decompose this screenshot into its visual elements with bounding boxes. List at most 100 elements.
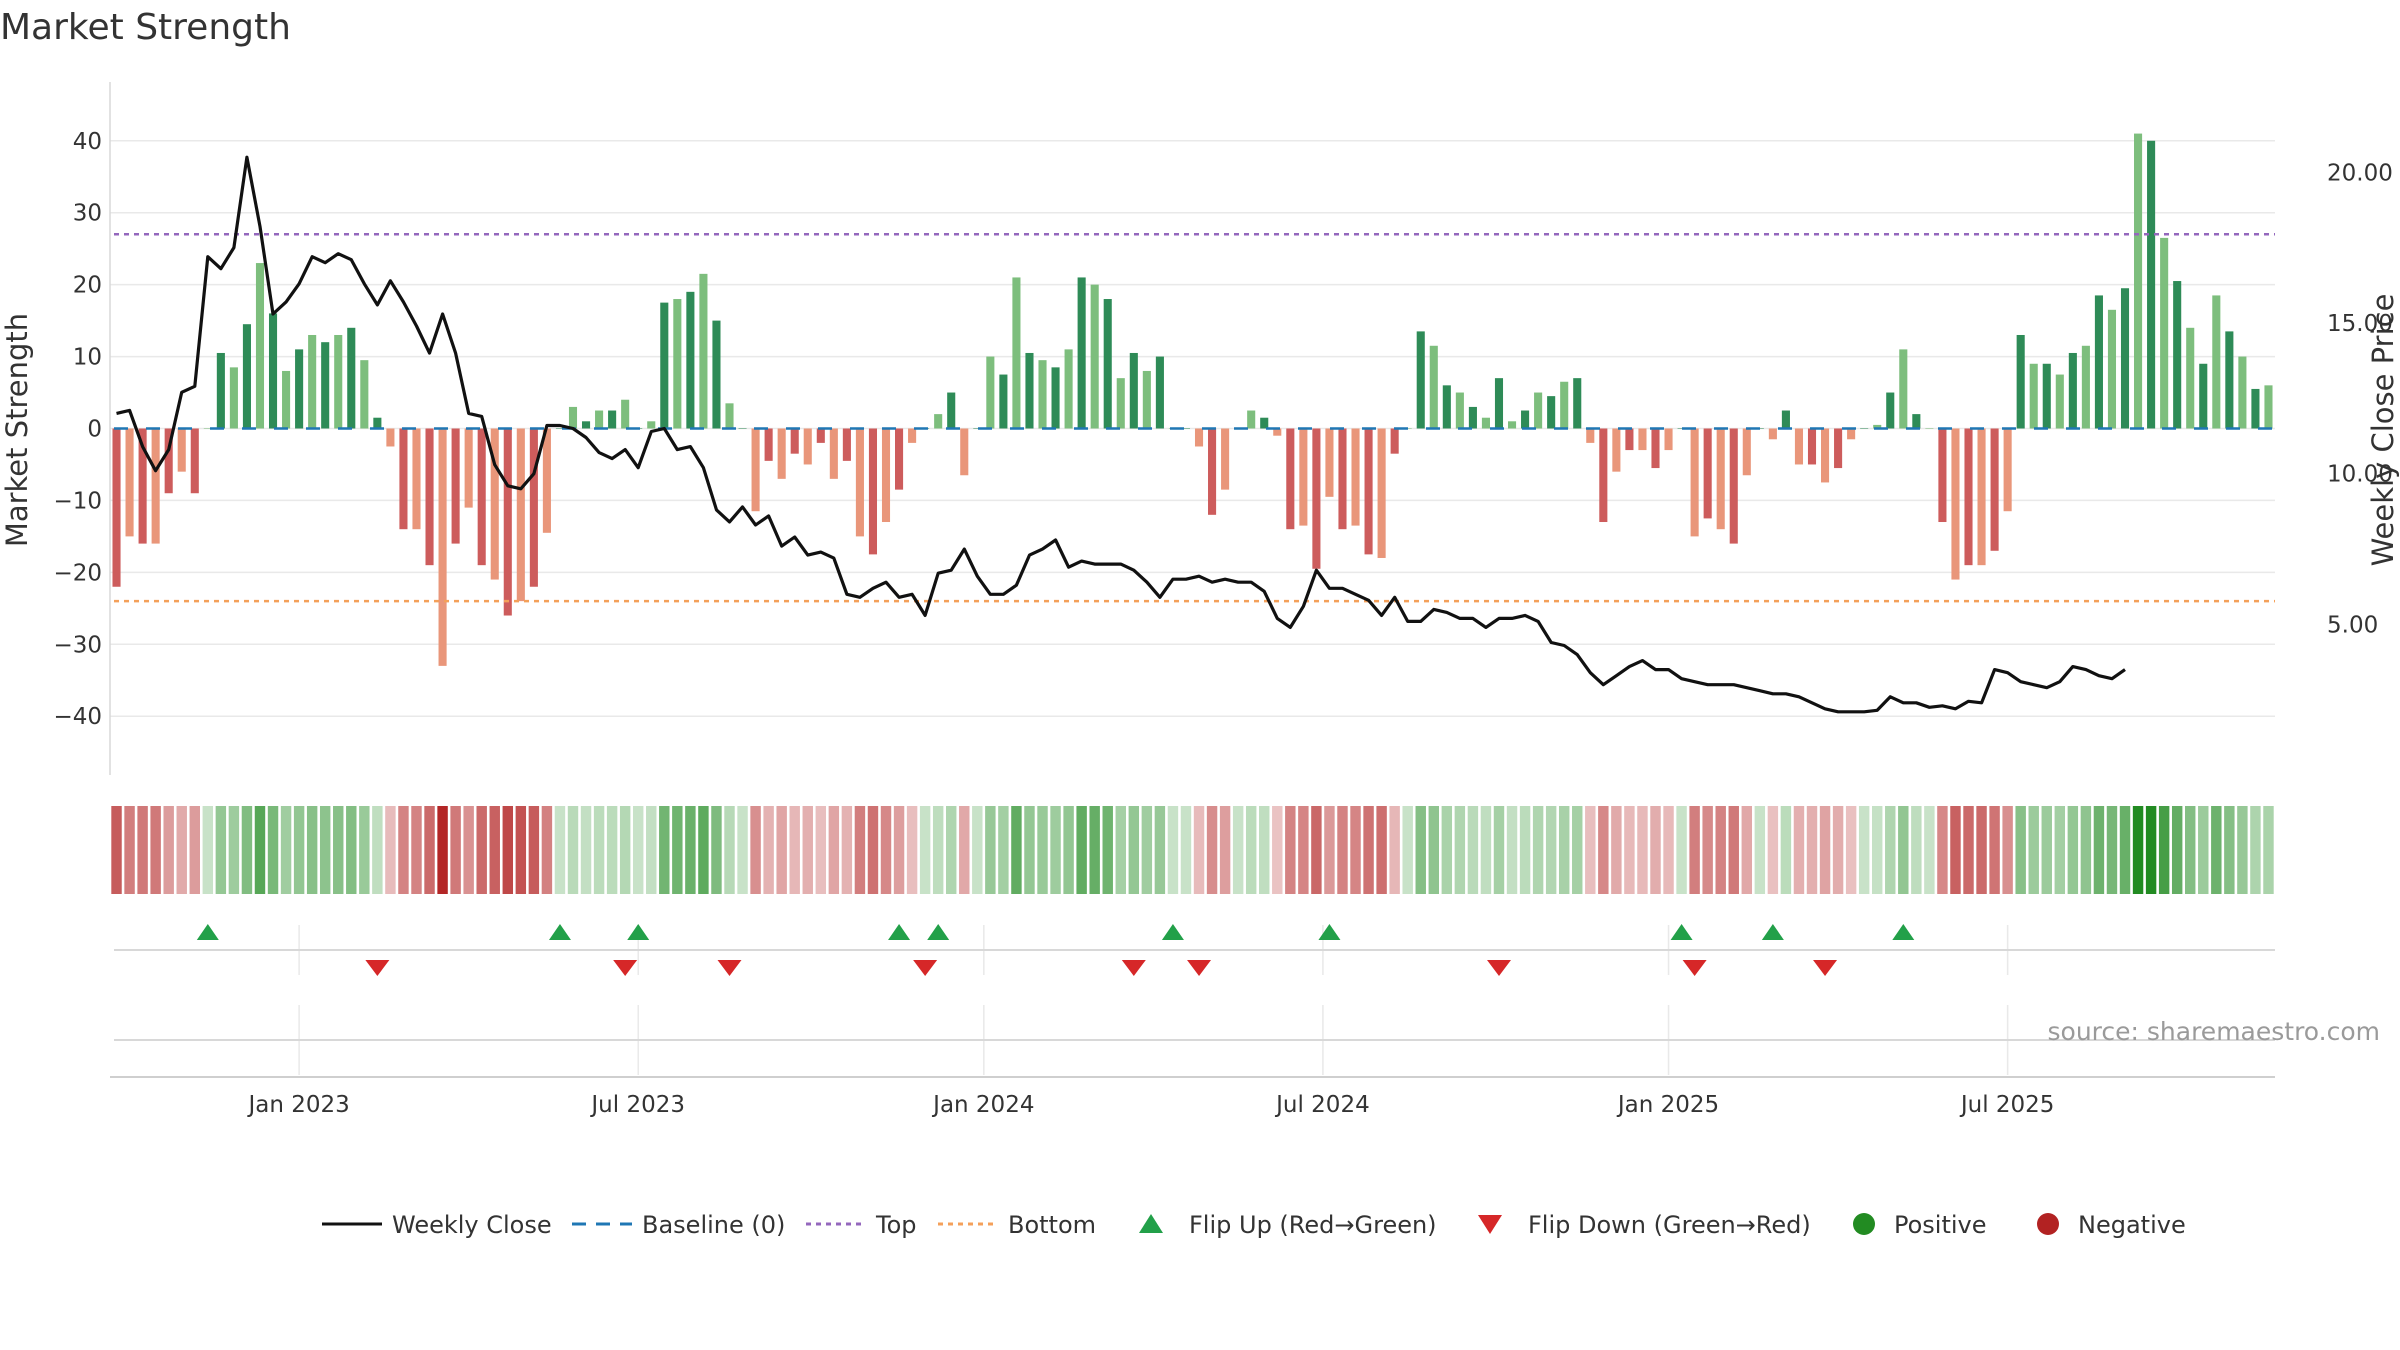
strength-bar [203, 428, 212, 429]
x-tick-label: Jan 2023 [246, 1092, 349, 1118]
strength-bar [816, 428, 825, 443]
strength-bar [2068, 352, 2077, 429]
heat-cell [1532, 806, 1544, 894]
heat-cell [2250, 806, 2261, 894]
flip-down-marker [1121, 960, 1146, 976]
heat-cell [619, 806, 631, 894]
heat-cell [463, 806, 474, 894]
y-axis-left-label: Market Strength [0, 313, 34, 547]
strength-bar [255, 263, 265, 429]
strength-bar [1442, 385, 1451, 429]
y-left-tick-label: 0 [87, 417, 102, 443]
strength-bar [2081, 345, 2090, 429]
strength-bar [1155, 356, 1164, 429]
strength-bar [1351, 428, 1360, 526]
flip-up-marker [627, 924, 650, 940]
strength-bar [412, 428, 421, 530]
strength-bar [125, 428, 134, 537]
strength-bar [1664, 428, 1673, 451]
strength-bar [1612, 428, 1621, 472]
heat-cell [1376, 806, 1387, 894]
strength-bar [1077, 277, 1086, 429]
heat-cell [124, 806, 135, 894]
heat-cell [1624, 806, 1635, 894]
heat-cell [1285, 806, 1296, 894]
strength-bar [2147, 140, 2156, 429]
chart-title: Market Strength [0, 7, 291, 48]
heat-cell [685, 806, 696, 894]
y-left-tick-label: 20 [73, 273, 102, 299]
strength-bar [477, 428, 486, 566]
heat-cell [998, 806, 1009, 894]
heat-cell [1676, 806, 1687, 894]
legend-swatch [2037, 1213, 2059, 1235]
strength-bar [1807, 428, 1817, 465]
strength-bar [1247, 410, 1256, 429]
strength-bar [1742, 428, 1751, 476]
heat-cell [854, 806, 866, 894]
strength-bar [347, 327, 356, 429]
heat-cell [606, 806, 618, 894]
strength-bar [1194, 428, 1204, 447]
x-tick-label: Jul 2023 [589, 1092, 685, 1118]
heat-cell [2211, 806, 2222, 894]
heat-cell [1128, 806, 1140, 894]
strength-bar [1521, 410, 1530, 429]
heat-cell [2093, 806, 2105, 894]
strength-bar [1886, 392, 1895, 429]
heat-cell [1585, 806, 1596, 894]
strength-bar [399, 428, 408, 530]
heat-cell [880, 806, 892, 894]
heat-cell [1937, 806, 1948, 894]
axes: 40 30 20 10 0 −10 −20 −30 −40 20.00 15.00 10.00 5.00… [53, 82, 2393, 1118]
flip-down-marker [1486, 960, 1511, 976]
strength-bar [712, 320, 721, 429]
heat-cell [2054, 806, 2066, 894]
strength-bar [699, 273, 708, 429]
heat-cell [228, 806, 240, 894]
strength-bar [2251, 388, 2260, 429]
strength-bar [242, 324, 251, 429]
strength-bar [1938, 428, 1947, 523]
y-right-tick-label: 5.00 [2327, 612, 2378, 638]
legend-label: Weekly Close [392, 1211, 552, 1239]
strength-bar [2225, 331, 2234, 429]
heat-cell [293, 806, 305, 894]
heat-cell [567, 806, 579, 894]
strength-bar [1481, 417, 1490, 429]
strength-bar [1038, 360, 1047, 429]
heat-cell [215, 806, 227, 894]
heat-cell [241, 806, 253, 894]
strength-bar [947, 392, 956, 429]
heat-cell [1232, 806, 1244, 894]
strength-bar [1116, 378, 1125, 429]
heat-cell [2185, 806, 2196, 894]
strength-bar [334, 334, 343, 429]
strength-bar [425, 428, 434, 566]
heat-cell [659, 806, 670, 894]
heat-cell [1819, 806, 1831, 894]
heat-cell [919, 806, 931, 894]
heat-cell [1767, 806, 1779, 894]
heat-cell [2015, 806, 2026, 894]
heat-cell [815, 806, 827, 894]
legend-label: Flip Up (Red→Green) [1189, 1211, 1437, 1239]
heat-cell [1024, 806, 1035, 894]
strength-bar [1090, 284, 1099, 429]
heat-cell [1115, 806, 1126, 894]
strength-bar [1873, 424, 1882, 429]
strength-bar [1899, 349, 1908, 429]
strength-bar [829, 428, 838, 479]
strength-bar [2134, 133, 2143, 429]
strength-bar [1690, 428, 1699, 537]
heat-cell [1611, 806, 1622, 894]
strength-bar [908, 428, 917, 443]
strength-bar [1821, 428, 1830, 483]
flip-down-marker [1682, 960, 1707, 976]
heat-cell [750, 806, 761, 894]
price-line-layer [116, 155, 2126, 714]
y-left-tick-label: 10 [73, 345, 102, 371]
heat-cell [1885, 806, 1896, 894]
gridlines [110, 140, 2275, 1075]
heat-cell [1180, 806, 1192, 894]
